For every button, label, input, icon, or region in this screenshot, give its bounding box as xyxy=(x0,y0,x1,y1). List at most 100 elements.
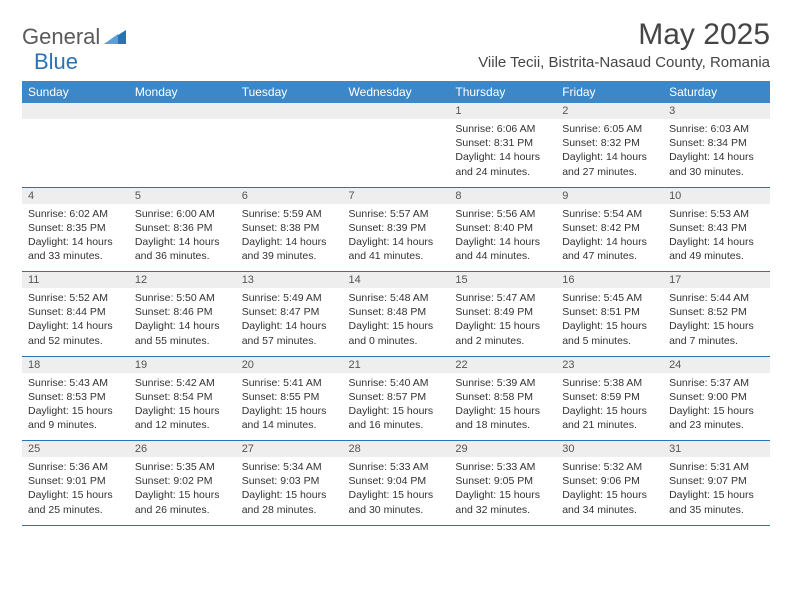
daylight-text-2: and 12 minutes. xyxy=(135,418,230,432)
calendar-table: Sunday Monday Tuesday Wednesday Thursday… xyxy=(22,81,770,526)
weekday-header: Sunday xyxy=(22,81,129,103)
day-content-cell: Sunrise: 5:33 AMSunset: 9:04 PMDaylight:… xyxy=(343,457,450,525)
day-content-cell: Sunrise: 5:43 AMSunset: 8:53 PMDaylight:… xyxy=(22,373,129,441)
sunset-text: Sunset: 8:53 PM xyxy=(28,390,123,404)
daylight-text-2: and 25 minutes. xyxy=(28,503,123,517)
day-content-cell: Sunrise: 5:53 AMSunset: 8:43 PMDaylight:… xyxy=(663,204,770,272)
day-number-cell: 15 xyxy=(449,272,556,289)
daylight-text-2: and 30 minutes. xyxy=(349,503,444,517)
content-row: Sunrise: 6:06 AMSunset: 8:31 PMDaylight:… xyxy=(22,119,770,187)
daylight-text-2: and 18 minutes. xyxy=(455,418,550,432)
day-number-cell: 18 xyxy=(22,356,129,373)
sunset-text: Sunset: 8:57 PM xyxy=(349,390,444,404)
sunrise-text: Sunrise: 5:56 AM xyxy=(455,207,550,221)
day-content-cell: Sunrise: 5:42 AMSunset: 8:54 PMDaylight:… xyxy=(129,373,236,441)
sunset-text: Sunset: 8:48 PM xyxy=(349,305,444,319)
sunset-text: Sunset: 9:07 PM xyxy=(669,474,764,488)
daylight-text-2: and 33 minutes. xyxy=(28,249,123,263)
day-content-cell: Sunrise: 5:45 AMSunset: 8:51 PMDaylight:… xyxy=(556,288,663,356)
sunset-text: Sunset: 9:05 PM xyxy=(455,474,550,488)
day-content-cell: Sunrise: 6:00 AMSunset: 8:36 PMDaylight:… xyxy=(129,204,236,272)
sunrise-text: Sunrise: 6:06 AM xyxy=(455,122,550,136)
daylight-text-1: Daylight: 14 hours xyxy=(669,235,764,249)
day-number-cell: 27 xyxy=(236,441,343,458)
daylight-text-1: Daylight: 15 hours xyxy=(349,404,444,418)
sunrise-text: Sunrise: 6:02 AM xyxy=(28,207,123,221)
daylight-text-2: and 0 minutes. xyxy=(349,334,444,348)
day-number-cell: 8 xyxy=(449,187,556,204)
daylight-text-1: Daylight: 15 hours xyxy=(349,319,444,333)
day-content-cell: Sunrise: 5:33 AMSunset: 9:05 PMDaylight:… xyxy=(449,457,556,525)
location-subtitle: Viile Tecii, Bistrita-Nasaud County, Rom… xyxy=(478,54,770,71)
daylight-text-2: and 30 minutes. xyxy=(669,165,764,179)
day-content-cell: Sunrise: 5:34 AMSunset: 9:03 PMDaylight:… xyxy=(236,457,343,525)
day-content-cell: Sunrise: 5:57 AMSunset: 8:39 PMDaylight:… xyxy=(343,204,450,272)
daylight-text-2: and 39 minutes. xyxy=(242,249,337,263)
daylight-text-2: and 35 minutes. xyxy=(669,503,764,517)
day-content-cell: Sunrise: 5:48 AMSunset: 8:48 PMDaylight:… xyxy=(343,288,450,356)
daylight-text-1: Daylight: 14 hours xyxy=(242,235,337,249)
day-number-cell: 17 xyxy=(663,272,770,289)
sunset-text: Sunset: 8:40 PM xyxy=(455,221,550,235)
daylight-text-2: and 28 minutes. xyxy=(242,503,337,517)
sunset-text: Sunset: 8:44 PM xyxy=(28,305,123,319)
daylight-text-1: Daylight: 15 hours xyxy=(669,488,764,502)
sunset-text: Sunset: 8:43 PM xyxy=(669,221,764,235)
sunset-text: Sunset: 8:51 PM xyxy=(562,305,657,319)
daylight-text-1: Daylight: 15 hours xyxy=(562,404,657,418)
sunrise-text: Sunrise: 5:59 AM xyxy=(242,207,337,221)
sunrise-text: Sunrise: 5:41 AM xyxy=(242,376,337,390)
weekday-header: Tuesday xyxy=(236,81,343,103)
daylight-text-2: and 26 minutes. xyxy=(135,503,230,517)
daylight-text-1: Daylight: 14 hours xyxy=(349,235,444,249)
daylight-text-1: Daylight: 15 hours xyxy=(562,488,657,502)
day-number-cell: 31 xyxy=(663,441,770,458)
sunrise-text: Sunrise: 5:50 AM xyxy=(135,291,230,305)
day-number-cell: 25 xyxy=(22,441,129,458)
day-number-cell: 30 xyxy=(556,441,663,458)
sunset-text: Sunset: 8:58 PM xyxy=(455,390,550,404)
daylight-text-1: Daylight: 14 hours xyxy=(28,235,123,249)
day-content-cell: Sunrise: 5:54 AMSunset: 8:42 PMDaylight:… xyxy=(556,204,663,272)
sunrise-text: Sunrise: 6:05 AM xyxy=(562,122,657,136)
content-row: Sunrise: 5:52 AMSunset: 8:44 PMDaylight:… xyxy=(22,288,770,356)
daylight-text-2: and 23 minutes. xyxy=(669,418,764,432)
weekday-header: Friday xyxy=(556,81,663,103)
sunrise-text: Sunrise: 5:42 AM xyxy=(135,376,230,390)
sunset-text: Sunset: 9:01 PM xyxy=(28,474,123,488)
sunset-text: Sunset: 9:03 PM xyxy=(242,474,337,488)
sunrise-text: Sunrise: 5:38 AM xyxy=(562,376,657,390)
sunrise-text: Sunrise: 5:44 AM xyxy=(669,291,764,305)
daylight-text-2: and 52 minutes. xyxy=(28,334,123,348)
sunrise-text: Sunrise: 6:03 AM xyxy=(669,122,764,136)
content-row: Sunrise: 6:02 AMSunset: 8:35 PMDaylight:… xyxy=(22,204,770,272)
title-block: May 2025 Viile Tecii, Bistrita-Nasaud Co… xyxy=(478,18,770,71)
sunset-text: Sunset: 8:47 PM xyxy=(242,305,337,319)
sunset-text: Sunset: 8:35 PM xyxy=(28,221,123,235)
day-number-cell: 11 xyxy=(22,272,129,289)
sunset-text: Sunset: 8:52 PM xyxy=(669,305,764,319)
day-content-cell: Sunrise: 5:41 AMSunset: 8:55 PMDaylight:… xyxy=(236,373,343,441)
daylight-text-1: Daylight: 14 hours xyxy=(135,235,230,249)
day-number-cell: 1 xyxy=(449,103,556,119)
daylight-text-2: and 34 minutes. xyxy=(562,503,657,517)
day-content-cell: Sunrise: 5:47 AMSunset: 8:49 PMDaylight:… xyxy=(449,288,556,356)
day-content-cell: Sunrise: 5:56 AMSunset: 8:40 PMDaylight:… xyxy=(449,204,556,272)
daylight-text-1: Daylight: 15 hours xyxy=(349,488,444,502)
sunset-text: Sunset: 8:54 PM xyxy=(135,390,230,404)
day-content-cell: Sunrise: 5:39 AMSunset: 8:58 PMDaylight:… xyxy=(449,373,556,441)
sunrise-text: Sunrise: 5:48 AM xyxy=(349,291,444,305)
day-number-cell: 29 xyxy=(449,441,556,458)
day-number-cell: 6 xyxy=(236,187,343,204)
day-number-cell xyxy=(129,103,236,119)
daylight-text-1: Daylight: 14 hours xyxy=(242,319,337,333)
weekday-header: Monday xyxy=(129,81,236,103)
day-number-cell: 26 xyxy=(129,441,236,458)
weekday-header: Saturday xyxy=(663,81,770,103)
day-content-cell: Sunrise: 5:40 AMSunset: 8:57 PMDaylight:… xyxy=(343,373,450,441)
daylight-text-2: and 32 minutes. xyxy=(455,503,550,517)
day-content-cell: Sunrise: 5:59 AMSunset: 8:38 PMDaylight:… xyxy=(236,204,343,272)
day-number-cell: 16 xyxy=(556,272,663,289)
sunrise-text: Sunrise: 5:40 AM xyxy=(349,376,444,390)
daylight-text-1: Daylight: 14 hours xyxy=(135,319,230,333)
